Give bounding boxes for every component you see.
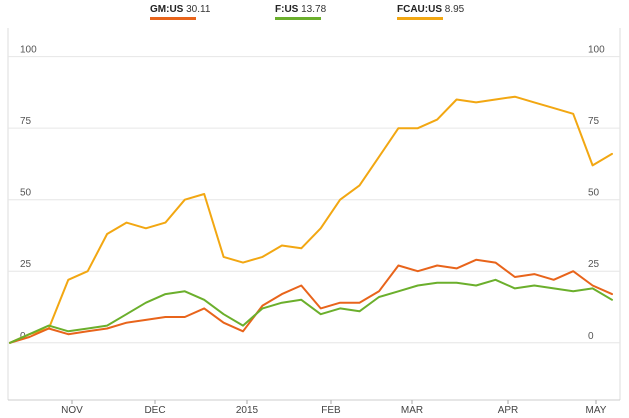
legend-swatch	[397, 17, 443, 20]
x-tick-label: MAY	[586, 405, 607, 416]
y-tick-label-left: 50	[20, 188, 32, 199]
legend-item-fcau[interactable]: FCAU:US 8.95	[397, 4, 465, 20]
series-line-fcau-us	[9, 95, 613, 344]
legend-value: 30.11	[186, 4, 211, 15]
y-tick-label-left: 100	[20, 45, 37, 56]
legend-value: 8.95	[444, 4, 465, 15]
x-tick-label: DEC	[144, 405, 165, 416]
legend-swatch	[150, 17, 196, 20]
y-tick-label-left: 25	[20, 259, 32, 270]
y-tick-label-left: 75	[20, 116, 32, 127]
legend-symbol: GM:US	[150, 4, 184, 15]
legend-item-f[interactable]: F:US 13.78	[275, 4, 327, 20]
chart-legend: GM:US 30.11 F:US 13.78 FCAU:US 8.95	[0, 0, 629, 24]
legend-item-gm[interactable]: GM:US 30.11	[150, 4, 211, 20]
y-tick-label-right: 0	[588, 331, 594, 342]
x-tick-label: MAR	[401, 405, 423, 416]
y-tick-label-right: 50	[588, 188, 600, 199]
y-tick-label-right: 75	[588, 116, 600, 127]
x-tick-label: APR	[498, 405, 519, 416]
series-line-f-us	[9, 278, 613, 344]
y-tick-label-right: 25	[588, 259, 600, 270]
legend-symbol: FCAU:US	[397, 4, 442, 15]
legend-value: 13.78	[301, 4, 327, 15]
x-tick-label: 2015	[236, 405, 259, 416]
x-tick-label: NOV	[61, 405, 83, 416]
series-line-gm-us	[9, 258, 613, 344]
legend-symbol: F:US	[275, 4, 299, 15]
legend-swatch	[275, 17, 321, 20]
y-tick-label-right: 100	[588, 45, 605, 56]
x-tick-label: FEB	[321, 405, 341, 416]
